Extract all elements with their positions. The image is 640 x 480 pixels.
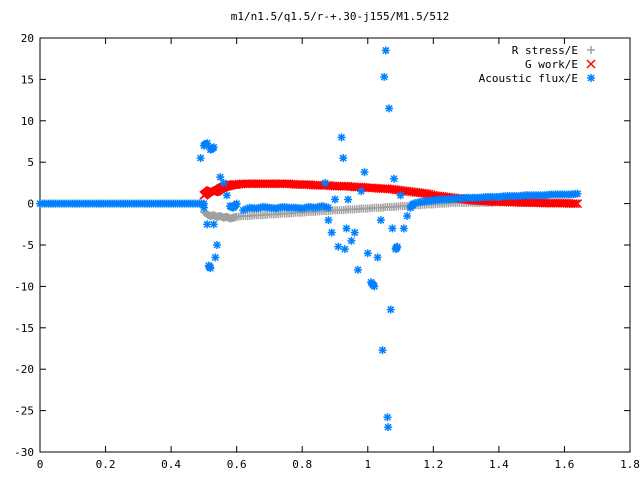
data-point [360, 168, 369, 177]
data-point [199, 203, 208, 212]
y-tick-label: -10 [14, 280, 34, 293]
data-point [324, 203, 333, 212]
data-point [347, 236, 356, 245]
data-point [380, 72, 389, 81]
y-tick-label: -25 [14, 405, 34, 418]
data-point [216, 173, 225, 182]
x-tick-label: 1.8 [620, 458, 640, 471]
data-point [399, 224, 408, 233]
y-tick-label: -30 [14, 446, 34, 459]
data-point [196, 154, 205, 163]
legend-marker [587, 46, 595, 54]
x-tick-label: 1.2 [423, 458, 443, 471]
x-tick-label: 0.2 [96, 458, 116, 471]
legend-marker [586, 59, 596, 69]
data-point [353, 265, 362, 274]
y-tick-label: -15 [14, 322, 34, 335]
data-point [573, 189, 582, 198]
data-point [381, 46, 390, 55]
data-point [344, 195, 353, 204]
data-point [403, 212, 412, 221]
y-tick-label: -5 [21, 239, 34, 252]
data-point [376, 216, 385, 225]
chart-title: m1/n1.5/q1.5/r-+.30-j155/M1.5/512 [231, 10, 450, 23]
legend-label: R stress/E [512, 44, 578, 57]
x-tick-label: 1.6 [555, 458, 575, 471]
data-point [209, 220, 218, 229]
data-point-fill [570, 199, 580, 209]
data-point [339, 154, 348, 163]
data-point [393, 242, 402, 251]
data-point [363, 249, 372, 258]
x-tick-label: 0.8 [292, 458, 312, 471]
series-3 [36, 46, 582, 432]
legend-label: G work/E [525, 58, 578, 71]
data-point [209, 143, 218, 152]
x-tick-label: 1.4 [489, 458, 509, 471]
data-point [324, 216, 333, 225]
data-point [388, 224, 397, 233]
legend-label: Acoustic flux/E [479, 72, 578, 85]
data-point [386, 305, 395, 314]
data-point [337, 133, 346, 142]
data-point [383, 413, 392, 422]
data-point [385, 104, 394, 113]
data-point [204, 261, 213, 270]
data-point [203, 139, 212, 148]
data-point [211, 253, 220, 262]
series-1 [199, 198, 497, 223]
data-point [350, 228, 359, 237]
y-tick-label: 20 [21, 32, 34, 45]
plot-frame [39, 37, 631, 453]
y-tick-label: 5 [27, 156, 34, 169]
data-point [384, 423, 393, 432]
data-point [357, 187, 366, 196]
x-tick-label: 1 [364, 458, 371, 471]
data-point [342, 224, 351, 233]
data-point [331, 195, 339, 204]
data-point [396, 191, 405, 200]
data-point [321, 178, 330, 187]
data-point [340, 245, 349, 254]
legend-marker [587, 74, 595, 82]
axis-ticks: 0 0.2 0.4 0.6 0.8 1 1.2 1.4 1.6 1.8 20 15 10 5 0 -5 -10 -… [14, 32, 640, 471]
x-tick-label: 0.4 [161, 458, 181, 471]
data-point [219, 178, 228, 187]
y-tick-label: 10 [21, 115, 34, 128]
data-point [327, 228, 336, 237]
data-point [203, 220, 212, 229]
data-point [334, 242, 343, 251]
data-point [373, 253, 382, 262]
y-tick-label: -20 [14, 363, 34, 376]
x-tick-label: 0 [37, 458, 44, 471]
data-point [390, 174, 398, 183]
y-tick-label: 15 [21, 73, 34, 86]
data-points [36, 46, 583, 432]
data-point [573, 199, 583, 209]
data-point [370, 282, 379, 291]
data-point [378, 346, 387, 355]
data-point [232, 199, 241, 208]
data-point [213, 241, 221, 249]
data-point [222, 191, 231, 200]
y-tick-label: 0 [27, 198, 34, 211]
x-tick-label: 0.6 [227, 458, 247, 471]
